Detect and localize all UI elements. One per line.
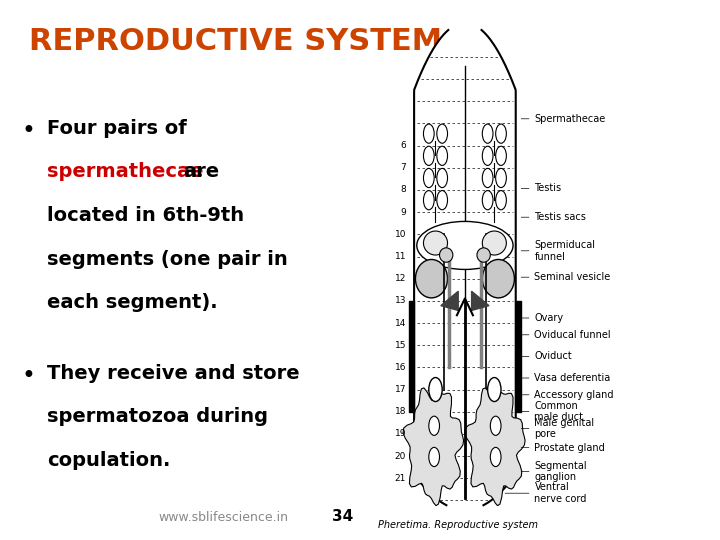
- Ellipse shape: [417, 221, 513, 269]
- Circle shape: [482, 168, 493, 187]
- Text: They receive and store: They receive and store: [47, 364, 300, 383]
- Text: 8: 8: [400, 186, 406, 194]
- Circle shape: [437, 168, 448, 187]
- Text: Testis: Testis: [534, 184, 562, 193]
- Text: Accessory gland: Accessory gland: [534, 390, 614, 400]
- Text: 12: 12: [395, 274, 406, 283]
- Text: 13: 13: [395, 296, 406, 305]
- Text: www.sblifescience.in: www.sblifescience.in: [158, 511, 288, 524]
- Text: 10: 10: [395, 230, 406, 239]
- Text: 11: 11: [395, 252, 406, 261]
- Polygon shape: [441, 291, 458, 310]
- Text: Spermiducal
funnel: Spermiducal funnel: [534, 240, 595, 261]
- Text: •: •: [22, 119, 35, 143]
- Ellipse shape: [482, 260, 514, 298]
- Circle shape: [423, 124, 434, 143]
- Circle shape: [437, 191, 448, 210]
- Text: 16: 16: [395, 363, 406, 372]
- Circle shape: [423, 168, 434, 187]
- Text: 20: 20: [395, 451, 406, 461]
- Polygon shape: [403, 388, 464, 505]
- Text: •: •: [22, 364, 35, 388]
- Text: Prostate gland: Prostate gland: [534, 443, 606, 453]
- Ellipse shape: [477, 248, 490, 262]
- Text: 14: 14: [395, 319, 406, 328]
- Text: REPRODUCTIVE SYSTEM: REPRODUCTIVE SYSTEM: [29, 27, 442, 56]
- Text: segments (one pair in: segments (one pair in: [47, 249, 287, 268]
- Text: Common
male duct: Common male duct: [534, 401, 583, 422]
- Text: spermathecae: spermathecae: [47, 163, 203, 181]
- Circle shape: [482, 191, 493, 210]
- Circle shape: [429, 447, 439, 467]
- Polygon shape: [464, 388, 525, 505]
- Text: 9: 9: [400, 208, 406, 217]
- Circle shape: [487, 377, 501, 402]
- Circle shape: [490, 447, 501, 467]
- Text: located in 6th-9th: located in 6th-9th: [47, 206, 244, 225]
- Text: Seminal vesicle: Seminal vesicle: [534, 272, 611, 282]
- Ellipse shape: [482, 231, 506, 255]
- Circle shape: [423, 191, 434, 210]
- Circle shape: [429, 377, 442, 402]
- Circle shape: [437, 124, 448, 143]
- Text: are: are: [184, 163, 220, 181]
- Text: Segmental
ganglion: Segmental ganglion: [534, 461, 587, 482]
- Text: Ovary: Ovary: [534, 313, 564, 323]
- Circle shape: [495, 146, 506, 165]
- Circle shape: [482, 124, 493, 143]
- Text: 17: 17: [395, 385, 406, 394]
- Polygon shape: [472, 291, 489, 310]
- Ellipse shape: [439, 248, 453, 262]
- Circle shape: [423, 146, 434, 165]
- Circle shape: [429, 416, 439, 435]
- Text: Male genital
pore: Male genital pore: [534, 417, 595, 439]
- Text: 19: 19: [395, 429, 406, 438]
- Text: Vasa deferentia: Vasa deferentia: [534, 373, 611, 383]
- Text: Spermathecae: Spermathecae: [534, 114, 606, 124]
- Text: each segment).: each segment).: [47, 293, 217, 312]
- Text: Oviduct: Oviduct: [534, 352, 572, 361]
- Circle shape: [437, 146, 448, 165]
- Text: Four pairs of: Four pairs of: [47, 119, 186, 138]
- Text: copulation.: copulation.: [47, 451, 170, 470]
- Text: Testis sacs: Testis sacs: [534, 212, 586, 222]
- Circle shape: [495, 168, 506, 187]
- Text: spermatozoa during: spermatozoa during: [47, 407, 268, 427]
- Circle shape: [482, 146, 493, 165]
- Text: 6: 6: [400, 141, 406, 150]
- Circle shape: [495, 124, 506, 143]
- Text: Ventral
nerve cord: Ventral nerve cord: [534, 482, 587, 504]
- Text: 21: 21: [395, 474, 406, 483]
- Text: 15: 15: [395, 341, 406, 350]
- Ellipse shape: [423, 231, 448, 255]
- Text: 34: 34: [331, 509, 353, 524]
- Circle shape: [495, 191, 506, 210]
- Text: 7: 7: [400, 163, 406, 172]
- Ellipse shape: [415, 260, 448, 298]
- Text: Oviducal funnel: Oviducal funnel: [534, 330, 611, 340]
- Text: 18: 18: [395, 407, 406, 416]
- Circle shape: [490, 416, 501, 435]
- Text: Pheretima. Reproductive system: Pheretima. Reproductive system: [378, 519, 539, 530]
